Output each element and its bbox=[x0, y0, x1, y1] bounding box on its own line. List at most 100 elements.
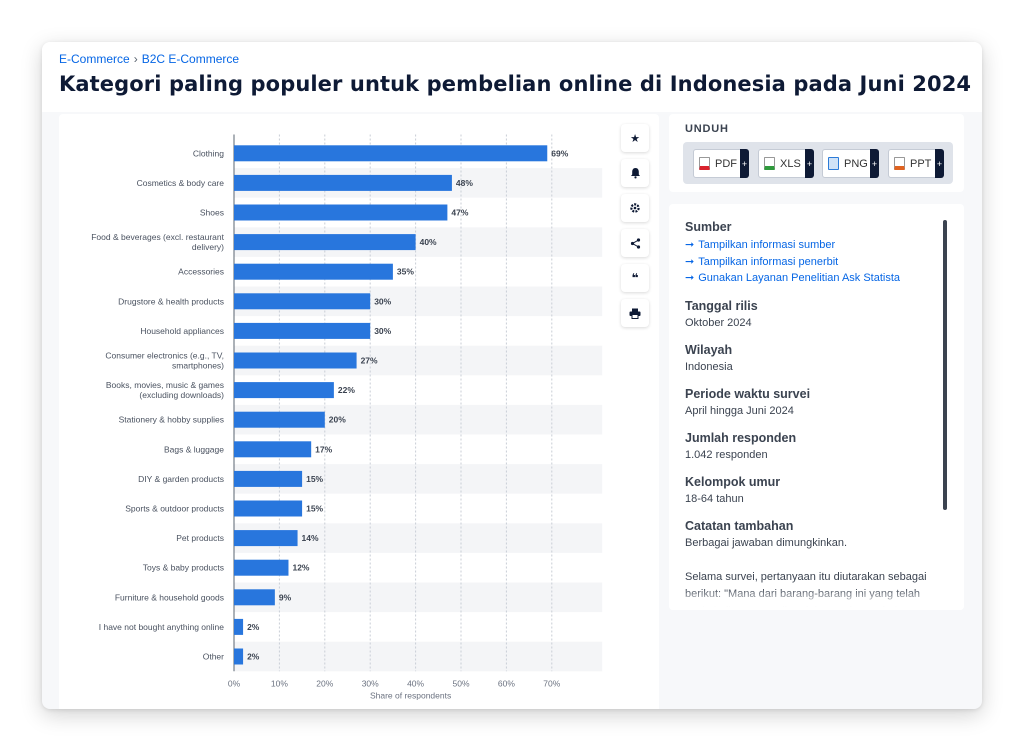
breadcrumb-link-b2c[interactable]: B2C E-Commerce bbox=[141, 52, 240, 66]
bar-value-label: 48% bbox=[456, 178, 473, 188]
release-date-label: Tanggal rilis bbox=[685, 298, 758, 313]
publisher-info-link[interactable]: ➞ Tampilkan informasi penerbit bbox=[685, 254, 940, 271]
ppt-file-icon bbox=[894, 157, 905, 170]
download-xls-button[interactable]: XLS + bbox=[758, 149, 814, 178]
category-label: Bags & luggage bbox=[164, 444, 224, 454]
source-info-link-text: Tampilkan informasi sumber bbox=[698, 239, 836, 251]
research-service-link-text: Gunakan Layanan Penelitian Ask Statista bbox=[698, 272, 901, 284]
arrow-right-icon: ➞ bbox=[685, 255, 695, 268]
category-label-line: Cosmetics & body care bbox=[137, 178, 225, 188]
bar bbox=[234, 470, 303, 487]
survey-period-label: Periode waktu survei bbox=[685, 386, 811, 401]
info-content: Sumber ➞ Tampilkan informasi sumber ➞ Tamp… bbox=[685, 220, 940, 610]
bar-value-label: 15% bbox=[306, 504, 323, 514]
row-stripe bbox=[234, 641, 603, 672]
category-label: Books, movies, music & games (excluding d… bbox=[106, 380, 224, 400]
favorite-button[interactable]: ★ bbox=[621, 124, 649, 152]
breadcrumb-link-ecommerce[interactable]: E-Commerce bbox=[59, 52, 130, 66]
category-label-line: Shoes bbox=[200, 208, 224, 218]
x-tick-label: 60% bbox=[498, 678, 515, 688]
notification-button[interactable] bbox=[621, 159, 649, 187]
category-label-line: Consumer electronics (e.g., TV, bbox=[105, 351, 224, 361]
category-label: Stationery & hobby supplies bbox=[119, 415, 224, 425]
bar-value-label: 30% bbox=[374, 326, 391, 336]
bar bbox=[234, 500, 303, 517]
bar-value-label: 69% bbox=[551, 148, 568, 158]
category-label: Pet products bbox=[176, 533, 224, 543]
ppt-plus-icon[interactable]: + bbox=[935, 149, 944, 178]
bar bbox=[234, 352, 357, 369]
bar-value-label: 47% bbox=[451, 208, 468, 218]
research-service-link[interactable]: ➞ Gunakan Layanan Penelitian Ask Statista bbox=[685, 270, 940, 287]
share-icon bbox=[630, 237, 640, 249]
x-tick-label: 40% bbox=[407, 678, 424, 688]
category-label: Shoes bbox=[200, 208, 224, 218]
download-bar: PDF + XLS + PNG + PPT + bbox=[683, 142, 953, 184]
x-tick-label: 20% bbox=[316, 678, 333, 688]
chart-panel: 0% 10% 20% 30% 40% 50% 60% 70% 69% Clothing 48% Cos… bbox=[59, 114, 659, 709]
bar-chart: 0% 10% 20% 30% 40% 50% 60% 70% 69% Clothing 48% Cos… bbox=[91, 134, 603, 700]
print-button[interactable] bbox=[621, 299, 649, 327]
bar-value-label: 27% bbox=[361, 356, 378, 366]
bar bbox=[234, 145, 548, 162]
bar-value-label: 2% bbox=[247, 652, 260, 662]
download-ppt-label: PPT bbox=[910, 157, 932, 170]
category-label: Food & beverages (excl. restaurant delive… bbox=[91, 232, 224, 252]
bell-icon bbox=[630, 168, 640, 179]
source-info-link[interactable]: ➞ Tampilkan informasi sumber bbox=[685, 237, 940, 254]
category-label-line: Accessories bbox=[178, 267, 224, 277]
category-label: Consumer electronics (e.g., TV, smartphon… bbox=[105, 351, 224, 371]
bar bbox=[234, 204, 448, 221]
category-label-line: Pet products bbox=[176, 533, 224, 543]
category-label-line: (excluding downloads) bbox=[139, 390, 224, 400]
x-tick-label: 50% bbox=[452, 678, 469, 688]
scroll-fade bbox=[669, 588, 964, 610]
download-panel: UNDUH PDF + XLS + PNG + PPT + bbox=[669, 114, 964, 192]
info-scrollbar[interactable] bbox=[943, 220, 947, 510]
x-axis-title: Share of respondents bbox=[370, 690, 451, 700]
bar-value-label: 35% bbox=[397, 267, 414, 277]
bar bbox=[234, 174, 452, 191]
settings-button[interactable] bbox=[621, 194, 649, 222]
bar-value-label: 12% bbox=[292, 563, 309, 573]
category-label-line: Other bbox=[203, 652, 224, 662]
survey-period-value: April hingga Juni 2024 bbox=[685, 404, 794, 417]
region-label: Wilayah bbox=[685, 342, 733, 357]
download-ppt-button[interactable]: PPT + bbox=[888, 149, 944, 178]
bar bbox=[234, 589, 275, 606]
breadcrumb-separator: › bbox=[133, 52, 138, 66]
print-icon bbox=[629, 308, 641, 319]
category-label-line: Bags & luggage bbox=[164, 444, 224, 454]
pdf-plus-icon[interactable]: + bbox=[740, 149, 749, 178]
info-panel: Sumber ➞ Tampilkan informasi sumber ➞ Tamp… bbox=[669, 204, 964, 610]
png-plus-icon[interactable]: + bbox=[870, 149, 879, 178]
bar-value-label: 15% bbox=[306, 474, 323, 484]
statistic-card: E-Commerce › B2C E-Commerce Kategori palin… bbox=[42, 42, 982, 709]
category-label-line: Clothing bbox=[193, 148, 224, 158]
download-png-button[interactable]: PNG + bbox=[822, 149, 879, 178]
release-date-value: Oktober 2024 bbox=[685, 316, 752, 329]
respondents-value: 1.042 responden bbox=[685, 448, 768, 461]
category-label: Furniture & household goods bbox=[115, 592, 224, 602]
publisher-info-link-text: Tampilkan informasi penerbit bbox=[698, 255, 839, 268]
bar bbox=[234, 559, 289, 576]
category-label: Accessories bbox=[178, 267, 224, 277]
bar-value-label: 40% bbox=[420, 237, 437, 247]
cite-button[interactable]: ❝ bbox=[621, 264, 649, 292]
xls-plus-icon[interactable]: + bbox=[805, 149, 814, 178]
pdf-file-icon bbox=[699, 157, 710, 170]
xls-file-icon bbox=[764, 157, 775, 170]
download-xls-label: XLS bbox=[780, 157, 801, 170]
region-value: Indonesia bbox=[685, 360, 733, 373]
category-label-line: DIY & garden products bbox=[138, 474, 224, 484]
category-label-line: Drugstore & health products bbox=[118, 296, 224, 306]
category-label-line: smartphones) bbox=[172, 361, 224, 371]
bar bbox=[234, 411, 325, 428]
chart-toolbar: ★ ❝ bbox=[621, 124, 649, 334]
x-tick-label: 30% bbox=[362, 678, 379, 688]
download-pdf-button[interactable]: PDF + bbox=[693, 149, 749, 178]
category-label: Sports & outdoor products bbox=[125, 504, 224, 514]
share-button[interactable] bbox=[621, 229, 649, 257]
x-tick-label: 0% bbox=[228, 678, 241, 688]
star-icon: ★ bbox=[630, 132, 640, 145]
